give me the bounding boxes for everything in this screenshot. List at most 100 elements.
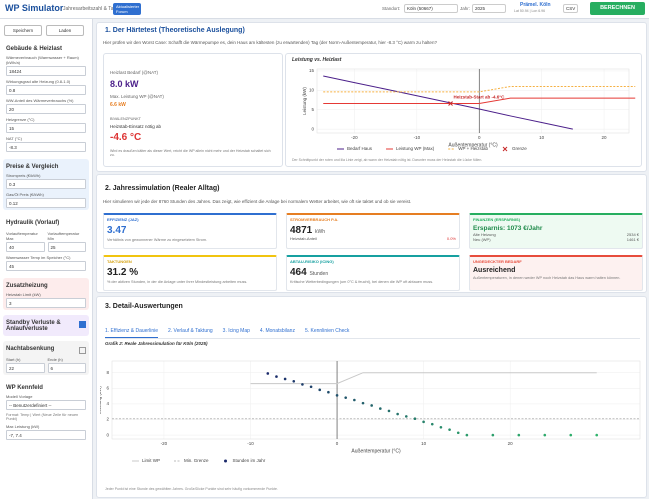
tab[interactable]: 2. Verlauf & Taktung bbox=[168, 328, 213, 334]
sidebar-section: Preise & Vergleich Strompreis (€/kWh) 0.3 G… bbox=[3, 159, 89, 210]
plot-frame bbox=[316, 68, 630, 134]
input[interactable]: 6 bbox=[47, 363, 86, 373]
section-intro: Hier simulieren wir jede der 8760 Stunde… bbox=[103, 199, 412, 204]
x-tick-label: -10 bbox=[414, 135, 421, 140]
legend-label: Min. Grenze bbox=[184, 458, 209, 463]
tab[interactable]: 4. Monatsbilanz bbox=[259, 328, 295, 334]
line bbox=[323, 97, 636, 105]
kpi-label: BIVALENZPUNKT bbox=[110, 117, 141, 121]
card-row: Neu (WP) 1461 € bbox=[473, 237, 639, 242]
field-label: Modell Vorlage bbox=[6, 394, 33, 399]
kpi-label: Heizlast Bedarf (@NAT) bbox=[110, 70, 158, 75]
field: NAT (°C) -8.3 bbox=[6, 136, 86, 152]
x-tick-label: 20 bbox=[602, 135, 608, 140]
x-axis-label: Außentemperatur (°C) bbox=[448, 142, 498, 148]
legend-label: Limit WP bbox=[142, 458, 160, 463]
field-label: NAT (°C) bbox=[6, 136, 22, 141]
point bbox=[361, 401, 365, 405]
point bbox=[396, 412, 399, 416]
checkbox[interactable] bbox=[79, 347, 86, 354]
input[interactable]: 20 bbox=[6, 104, 86, 114]
x-axis-label: Außentemperatur (°C) bbox=[351, 448, 401, 454]
badge[interactable]: Aktualisierter Forum bbox=[113, 3, 141, 15]
section-title: Standby Verluste & Anlaufverluste bbox=[6, 320, 86, 332]
card-unit: kWh bbox=[315, 229, 326, 235]
point bbox=[370, 404, 373, 407]
input[interactable]: 15 bbox=[6, 123, 86, 133]
y-axis-label: Leistung (kW) bbox=[302, 87, 307, 115]
card-value: 4871 kWh bbox=[290, 225, 326, 236]
note: Format: Temp | Wert (Neue Zeile für neue… bbox=[6, 413, 79, 421]
location-select[interactable]: Köln (50667) bbox=[404, 4, 458, 13]
header: WP Simulator Jahresarbeitszahl & Taktung… bbox=[0, 0, 649, 19]
checkbox[interactable] bbox=[79, 321, 86, 328]
field: Heizstab Limit (kW) 3 bbox=[6, 292, 86, 308]
field-label: Strompreis (€/kWh) bbox=[6, 173, 41, 178]
card-row-text: Neu (WP) bbox=[473, 237, 491, 242]
point bbox=[456, 431, 460, 435]
card-note: Verhältnis von gewonnener Wärme zu einge… bbox=[107, 238, 208, 242]
input[interactable]: 22 bbox=[6, 363, 45, 373]
card-note: Außentemperaturen, in denen weder WP noc… bbox=[473, 276, 621, 280]
year-select[interactable]: 2025 bbox=[472, 4, 506, 13]
field-label: Heizgrenze (°C) bbox=[6, 117, 35, 122]
point bbox=[292, 379, 296, 383]
x-tick-label: 20 bbox=[508, 441, 514, 446]
button[interactable]: Speichern bbox=[4, 25, 42, 36]
y-tick-label: 10 bbox=[309, 88, 315, 93]
tab[interactable]: 3. Icing Map bbox=[222, 328, 250, 334]
kpi-value: -4.6 °C bbox=[110, 132, 142, 143]
legend-label: WP + Heizstab bbox=[458, 146, 488, 151]
kpi-note: Wird es draußen kälter als dieser Wert, … bbox=[110, 149, 271, 157]
tab[interactable]: 1. Effizienz & Dauerlinie bbox=[105, 328, 158, 338]
sidebar-section: Hydraulik (Vorlauf) Vorlauftemperatur Max… bbox=[3, 215, 89, 273]
stat-card: TAKTUNGEN 31.2 % % der aktiven Stunden, in… bbox=[103, 255, 277, 291]
y-tick-label: 6 bbox=[106, 385, 109, 390]
input[interactable]: -8.3 bbox=[6, 142, 86, 152]
plot-frame bbox=[111, 360, 641, 440]
input[interactable]: 40 bbox=[6, 242, 45, 252]
input[interactable]: 0.3 bbox=[6, 179, 86, 189]
input[interactable]: 25 bbox=[47, 242, 86, 252]
kpi-text: Heizstab-Einsatz nötig ab bbox=[110, 124, 162, 129]
section-3: 3. Detail-Auswertungen 1. Effizienz & Da… bbox=[96, 296, 647, 498]
point bbox=[309, 385, 313, 389]
button[interactable]: Laden bbox=[46, 25, 84, 36]
point bbox=[595, 433, 599, 437]
y-tick-label: 8 bbox=[106, 370, 109, 375]
field-label: Vorlauftemperatur Max bbox=[6, 231, 38, 241]
point bbox=[318, 388, 322, 392]
section-title: Preise & Vergleich bbox=[6, 164, 59, 170]
card-label: UNGEDECKTER BEDARF bbox=[473, 259, 522, 264]
line bbox=[323, 75, 573, 130]
section-title: 2. Jahressimulation (Realer Alltag) bbox=[105, 185, 220, 192]
kpi-value: 8.0 kW bbox=[110, 79, 139, 89]
field: Wärmeverbrauch (Warmwasser + Raum) (kWh/… bbox=[6, 55, 86, 76]
user-sub: Lat 50.94 | Lon 6.96 bbox=[514, 9, 546, 13]
input[interactable]: -- Benutzerdefiniert -- bbox=[6, 400, 86, 410]
field-row: Start (h) 22 Ende (h) 6 bbox=[6, 354, 86, 373]
input[interactable]: 0.12 bbox=[6, 198, 86, 208]
field: Vorlauftemperatur Max 40 bbox=[6, 228, 45, 252]
point bbox=[327, 390, 330, 394]
year-label: Jahr: bbox=[460, 6, 471, 11]
input[interactable]: 45 bbox=[6, 261, 86, 271]
point bbox=[439, 426, 443, 429]
card-label: STROMVERBRAUCH P.A. bbox=[290, 217, 339, 222]
legend-swatch bbox=[502, 146, 508, 152]
y-tick-label: 4 bbox=[106, 401, 109, 406]
csv-button[interactable]: CSV bbox=[563, 4, 579, 13]
section-2: 2. Jahressimulation (Realer Alltag) Hier… bbox=[96, 174, 647, 293]
section-title: Nachtabsenkung bbox=[6, 346, 86, 354]
input[interactable]: 3 bbox=[6, 298, 86, 308]
point bbox=[448, 428, 451, 431]
sidebar-section: Standby Verluste & Anlaufverluste bbox=[3, 315, 89, 336]
input[interactable]: -7, 7.4 bbox=[6, 430, 86, 440]
input[interactable]: 0.8 bbox=[6, 85, 86, 95]
input[interactable]: 18424 bbox=[6, 66, 86, 76]
stat-card: STROMVERBRAUCH P.A. 4871 kWh Heizstab-Ante… bbox=[286, 213, 460, 249]
app-title: WP Simulator bbox=[5, 3, 64, 13]
field: Vorlauftemperatur Min 25 bbox=[47, 228, 86, 252]
tab[interactable]: 5. Kennlinien Check bbox=[304, 328, 350, 334]
calc-button[interactable]: BERECHNEN bbox=[590, 2, 645, 15]
